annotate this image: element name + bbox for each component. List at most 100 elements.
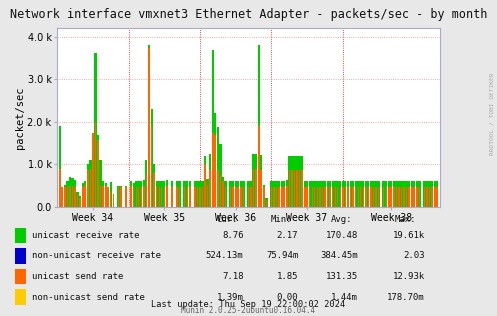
Bar [77,194,78,207]
Bar [224,181,227,207]
Text: non-unicast receive rate: non-unicast receive rate [32,252,162,260]
Bar [434,186,436,207]
Bar [99,185,101,207]
Bar [357,186,359,207]
Bar [275,181,278,207]
Bar [373,186,374,207]
Bar [296,156,298,207]
Bar [151,126,153,207]
Bar [385,181,388,207]
Bar [418,181,420,207]
Bar [390,181,393,207]
Bar [194,186,196,207]
Bar [255,154,257,207]
Bar [79,196,82,207]
Bar [296,170,298,207]
Bar [225,186,226,207]
Bar [337,186,338,207]
Bar [375,181,377,207]
Bar [357,181,359,207]
Bar [250,186,252,207]
Bar [434,181,436,207]
Bar [240,181,242,207]
Bar [74,180,77,207]
Bar [207,185,208,207]
Bar [113,194,114,207]
Bar [140,181,143,207]
Bar [301,170,303,207]
Bar [109,182,112,207]
Bar [403,181,406,207]
Bar [393,186,395,207]
Bar [136,186,137,207]
Bar [178,181,181,207]
Bar [289,170,290,207]
Bar [235,181,237,207]
Text: RRDTOOL / TOBI OETIKER: RRDTOOL / TOBI OETIKER [490,72,495,155]
Bar [219,144,222,207]
Text: unicast send rate: unicast send rate [32,272,124,281]
Bar [102,186,104,207]
Bar [347,186,349,207]
Bar [64,187,66,207]
Text: 0.00: 0.00 [277,293,298,301]
Bar [304,186,306,207]
Bar [80,198,81,207]
Bar [293,156,296,207]
Bar [71,178,74,207]
Bar [110,192,111,207]
Bar [329,186,331,207]
Bar [431,181,433,207]
Text: 524.13m: 524.13m [206,252,244,260]
Bar [262,185,265,207]
Bar [294,170,295,207]
Bar [206,179,209,207]
Bar [233,186,234,207]
Bar [222,181,224,207]
Bar [406,181,408,207]
Bar [428,181,431,207]
Bar [69,177,71,207]
Bar [352,181,354,207]
Bar [386,186,387,207]
Bar [166,186,168,207]
Bar [86,164,89,207]
Y-axis label: packet/sec: packet/sec [15,87,25,149]
Bar [350,186,351,207]
Bar [94,122,96,207]
Bar [359,181,362,207]
Bar [327,181,329,207]
Bar [204,164,206,207]
Bar [283,181,285,207]
Bar [141,186,142,207]
Bar [415,181,418,207]
Bar [67,186,68,207]
Bar [237,181,240,207]
Bar [235,186,237,207]
Text: 1.44m: 1.44m [331,293,358,301]
Bar [89,160,91,207]
Bar [291,170,293,207]
Bar [408,181,411,207]
Bar [194,181,196,207]
Bar [197,186,198,207]
Bar [133,183,135,207]
Bar [143,186,145,207]
Bar [383,186,384,207]
Bar [120,186,122,207]
Bar [72,186,73,207]
Bar [339,186,341,207]
Bar [401,186,403,207]
Bar [396,181,398,207]
Bar [104,183,107,207]
Bar [217,127,219,207]
Bar [342,181,344,207]
Bar [125,186,127,207]
Bar [230,181,232,207]
Bar [91,133,94,207]
Bar [260,155,262,207]
Bar [270,181,273,207]
Bar [327,186,329,207]
Bar [105,186,106,207]
Bar [59,126,61,207]
